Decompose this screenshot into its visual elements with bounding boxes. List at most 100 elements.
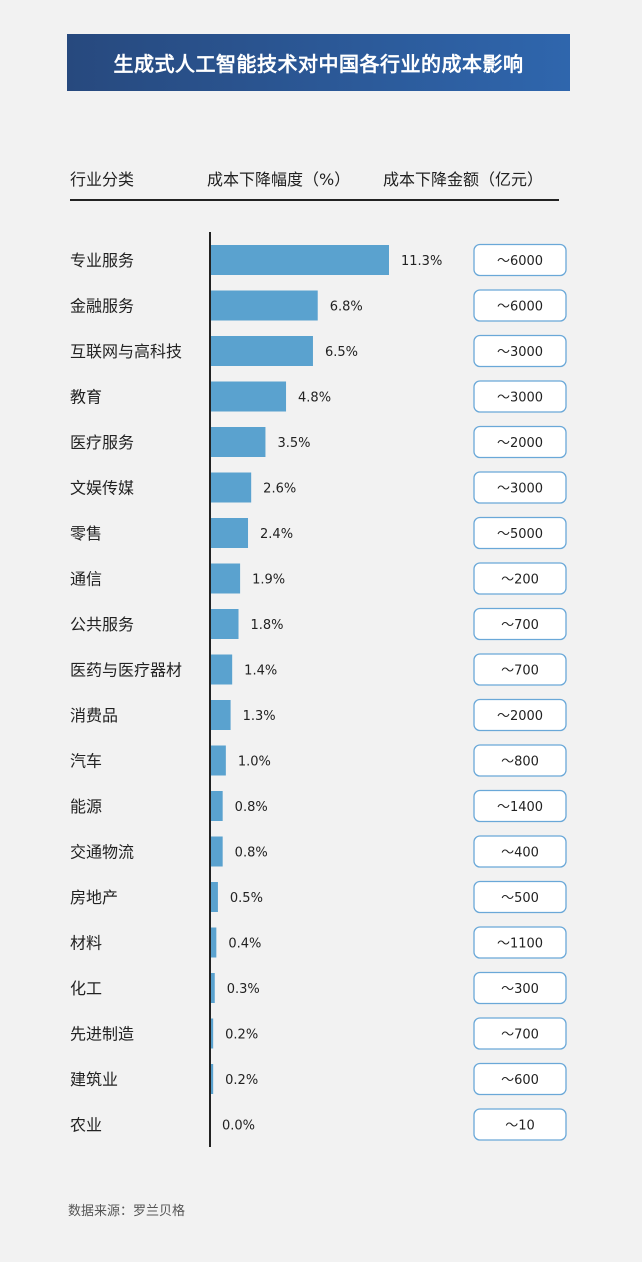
bar (210, 336, 313, 366)
amount-label: ～400 (501, 846, 539, 861)
amount-pill (473, 1017, 567, 1050)
value-label: 4.8% (298, 391, 331, 406)
category-label: 材料 (70, 934, 102, 953)
amount-pill (473, 789, 567, 823)
bar (210, 654, 233, 685)
category-label: 化工 (70, 979, 102, 998)
bar (210, 1018, 214, 1049)
category-label: 公共服务 (70, 615, 134, 634)
header-industry: 行业分类 (70, 170, 135, 189)
value-label: 11.3% (401, 254, 442, 269)
value-label: 3.5% (277, 436, 310, 451)
amount-label: ～600 (501, 1073, 539, 1088)
category-label: 交通物流 (70, 843, 134, 862)
amount-pill (473, 1108, 567, 1141)
amount-label: ～3000 (497, 482, 543, 497)
category-label: 文娱传媒 (70, 479, 134, 498)
value-label: 1.8% (251, 618, 284, 633)
amount-label: ～2000 (497, 436, 543, 451)
amount-pill (473, 243, 567, 277)
value-label: 0.2% (225, 1073, 258, 1088)
amount-pill (473, 698, 567, 732)
amount-pill (473, 607, 567, 641)
value-label: 1.4% (244, 664, 277, 679)
amount-pill (473, 926, 567, 959)
value-label: 0.5% (230, 891, 263, 906)
value-label: 1.9% (252, 573, 285, 588)
amount-pill (473, 1062, 567, 1096)
bar (210, 290, 318, 321)
bar (210, 472, 252, 503)
value-label: 0.2% (225, 1028, 258, 1043)
amount-pill (473, 880, 567, 914)
bar (210, 927, 217, 958)
bar (210, 882, 218, 912)
bar (210, 427, 266, 457)
amount-label: ～700 (501, 664, 539, 679)
value-label: 6.8% (330, 300, 363, 315)
value-label: 1.0% (238, 755, 271, 770)
category-label: 农业 (70, 1116, 102, 1135)
category-label: 能源 (70, 797, 102, 816)
category-label: 先进制造 (70, 1025, 134, 1044)
bar (210, 245, 389, 275)
amount-pill (473, 835, 567, 868)
amount-label: ～3000 (497, 345, 543, 360)
amount-pill (473, 744, 567, 777)
bar (210, 609, 239, 639)
value-label: 2.4% (260, 527, 293, 542)
value-label: 1.3% (243, 709, 276, 724)
amount-pill (473, 471, 567, 504)
amount-pill (473, 516, 567, 550)
amount-label: ～5000 (497, 527, 543, 542)
category-label: 专业服务 (70, 251, 134, 270)
category-label: 互联网与高科技 (70, 342, 182, 361)
amount-pill (473, 334, 567, 368)
bar (210, 381, 287, 412)
category-label: 医疗服务 (70, 433, 134, 452)
amount-pill (473, 653, 567, 686)
amount-label: ～200 (501, 573, 539, 588)
amount-label: ～500 (501, 891, 539, 906)
amount-pill (473, 562, 567, 595)
header-rate: 成本下降幅度（%） (207, 170, 351, 189)
category-label: 教育 (70, 388, 102, 407)
bar (210, 791, 223, 821)
amount-label: ～1400 (497, 800, 543, 815)
amount-label: ～800 (501, 755, 539, 770)
amount-pill (473, 289, 567, 322)
value-label: 0.8% (235, 800, 268, 815)
category-label: 医药与医疗器材 (70, 661, 182, 680)
amount-label: ～700 (501, 1028, 539, 1043)
bar (210, 518, 249, 548)
amount-label: ～6000 (497, 254, 543, 269)
value-label: 0.8% (235, 846, 268, 861)
source-note: 数据来源：罗兰贝格 (68, 1204, 186, 1219)
category-label: 金融服务 (70, 297, 134, 316)
value-label: 0.0% (222, 1119, 255, 1134)
amount-label: ～6000 (497, 300, 543, 315)
amount-pill (473, 971, 567, 1005)
bar (210, 836, 223, 867)
category-label: 零售 (70, 524, 102, 543)
category-label: 房地产 (70, 888, 118, 907)
value-label: 2.6% (263, 482, 296, 497)
category-label: 通信 (70, 570, 102, 589)
amount-label: ～10 (505, 1119, 535, 1134)
title-banner: 生成式人工智能技术对中国各行业的成本影响 (67, 34, 570, 91)
bar (210, 973, 215, 1003)
chart-title: 生成式人工智能技术对中国各行业的成本影响 (113, 52, 524, 76)
amount-label: ～300 (501, 982, 539, 997)
amount-label: ～2000 (497, 709, 543, 724)
amount-pill (473, 425, 567, 459)
value-label: 0.3% (227, 982, 260, 997)
amount-label: ～700 (501, 618, 539, 633)
value-label: 6.5% (325, 345, 358, 360)
amount-label: ～3000 (497, 391, 543, 406)
category-label: 建筑业 (70, 1070, 118, 1089)
bar (210, 563, 241, 594)
bar (210, 700, 231, 730)
bar (210, 1064, 214, 1094)
header-divider (70, 199, 559, 201)
